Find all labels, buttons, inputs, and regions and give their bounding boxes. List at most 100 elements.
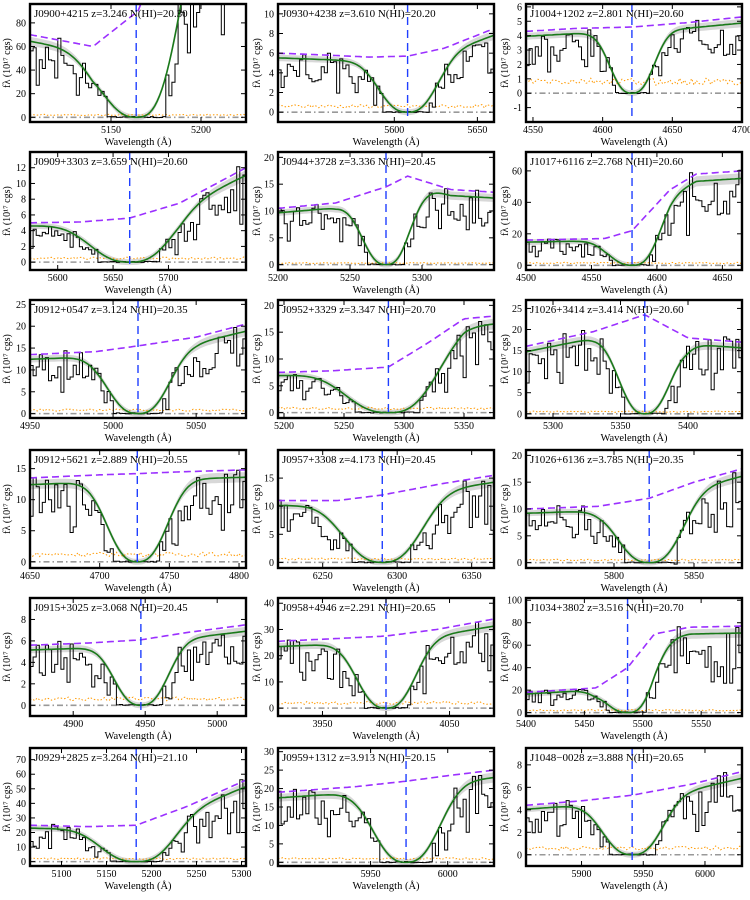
y-tick-label: 25 — [512, 304, 522, 315]
panel-frame — [524, 2, 744, 124]
y-axis-label: fλ (10¹⁷ cgs) — [2, 782, 13, 832]
y-tick-label: -1 — [514, 103, 522, 114]
dla-model-fit — [526, 475, 742, 564]
panel-frame — [524, 150, 744, 272]
plot-area — [526, 300, 742, 418]
panel-frame — [524, 298, 744, 420]
dla-model-fit — [278, 776, 494, 864]
panel-title: J0930+4238 z=3.610 N(HI)=20.20 — [282, 8, 436, 20]
y-tick-label: 15 — [16, 464, 26, 475]
x-tick-label: 5250 — [334, 421, 354, 432]
x-tick-label: 4550 — [581, 273, 601, 284]
y-axis-label: fλ (10¹⁷ cgs) — [500, 334, 511, 384]
plot-area — [526, 152, 742, 270]
x-tick-label: 5200 — [142, 869, 162, 880]
continuum-line — [278, 315, 494, 374]
y-tick-label: 80 — [16, 18, 26, 29]
y-tick-label: 0 — [21, 857, 26, 868]
panel-title: J0944+3728 z=3.336 N(HI)=20.45 — [282, 156, 436, 168]
x-axis-label: Wavelength (Å) — [104, 730, 172, 742]
plot-area — [278, 300, 494, 418]
y-tick-label: 1 — [517, 74, 522, 85]
x-tick-label: 4600 — [593, 125, 613, 136]
y-axis-label: fλ (10¹⁷ cgs) — [500, 38, 511, 88]
x-tick-label: 5300 — [394, 421, 414, 432]
y-tick-label: 10 — [264, 207, 274, 218]
y-tick-label: 2 — [21, 242, 26, 253]
y-axis-label: fλ (10¹⁷ cgs) — [2, 38, 13, 88]
panel-title: J0915+3025 z=3.068 N(HI)=20.45 — [34, 602, 188, 614]
y-tick-label: 4 — [269, 68, 274, 79]
y-tick-label: 0 — [21, 557, 26, 568]
y-tick-label: 10 — [16, 179, 26, 190]
y-tick-label: 6 — [517, 2, 522, 13]
panel-10: 4650 4700 4750 4800 0 5 10 15 Wavelength (Å) fλ (… — [2, 448, 249, 594]
y-tick-label: 15 — [16, 344, 26, 355]
dla-model-fit — [30, 174, 246, 263]
y-tick-label: 20 — [264, 301, 274, 312]
x-tick-label: 5500 — [633, 719, 653, 730]
x-tick-label: 6000 — [438, 869, 458, 880]
dla-model-fit — [526, 22, 742, 95]
y-axis-label: fλ (10¹⁷ cgs) — [252, 484, 263, 534]
y-tick-label: 10 — [16, 843, 26, 854]
panel-frame — [28, 746, 248, 868]
observed-spectrum — [526, 472, 742, 565]
observed-spectrum — [526, 330, 742, 415]
continuum-line — [526, 468, 742, 510]
x-tick-label: 5850 — [684, 571, 704, 582]
y-tick-label: 0 — [269, 558, 274, 569]
y-axis-label: fλ (10¹⁷ cgs) — [500, 186, 511, 236]
dla-model-fit — [278, 34, 494, 114]
x-tick-label: 5550 — [691, 719, 711, 730]
panel-title: J0952+3329 z=3.347 N(HI)=20.70 — [282, 304, 436, 316]
observed-spectrum — [278, 42, 494, 113]
x-tick-label: 6250 — [313, 571, 333, 582]
error-spectrum — [526, 261, 742, 265]
y-tick-label: 15 — [264, 180, 274, 191]
y-tick-label: 100 — [507, 596, 522, 607]
model-uncertainty-band — [526, 18, 742, 97]
error-spectrum — [30, 857, 246, 861]
y-tick-label: 5 — [269, 839, 274, 850]
x-tick-label: 4550 — [523, 125, 543, 136]
y-tick-label: 15 — [264, 474, 274, 485]
continuum-line — [278, 175, 494, 210]
x-tick-label: 5950 — [633, 869, 653, 880]
x-tick-label: 4900 — [63, 719, 83, 730]
x-tick-label: 5050 — [186, 421, 206, 432]
y-tick-label: 10 — [264, 677, 274, 688]
panel-title: J1026+3414 z=3.414 N(HI)=20.60 — [530, 304, 684, 316]
y-tick-label: 3 — [517, 46, 522, 57]
x-axis-label: Wavelength (Å) — [104, 284, 172, 296]
y-tick-label: 40 — [512, 663, 522, 674]
y-tick-label: 4 — [21, 658, 26, 669]
y-axis-label: fλ (10¹⁷ cgs) — [252, 334, 263, 384]
x-tick-label: 5650 — [103, 273, 123, 284]
y-tick-label: 2 — [517, 60, 522, 71]
y-axis-label: fλ (10¹⁷ cgs) — [252, 632, 263, 682]
y-tick-label: 6 — [517, 783, 522, 794]
y-tick-label: 60 — [512, 641, 522, 652]
x-tick-label: 4950 — [135, 719, 155, 730]
y-tick-label: 5 — [269, 381, 274, 392]
y-tick-label: 8 — [517, 760, 522, 771]
x-tick-label: 5200 — [191, 125, 211, 136]
dla-model-fit — [278, 192, 494, 266]
dla-model-fit — [526, 777, 742, 856]
y-tick-label: 70 — [16, 755, 26, 766]
y-tick-label: 12 — [16, 163, 26, 174]
y-tick-label: 20 — [264, 784, 274, 795]
error-spectrum — [278, 700, 494, 706]
y-tick-label: 0 — [517, 261, 522, 272]
x-axis-label: Wavelength (Å) — [352, 432, 420, 444]
continuum-line — [30, 323, 246, 356]
error-spectrum — [30, 408, 246, 412]
y-tick-label: 30 — [16, 813, 26, 824]
x-axis-label: Wavelength (Å) — [600, 136, 668, 148]
plot-area — [278, 152, 494, 270]
dla-model-fit — [30, 630, 246, 707]
y-tick-label: 60 — [512, 166, 522, 177]
y-tick-label: 0 — [269, 260, 274, 271]
continuum-line — [278, 618, 494, 643]
